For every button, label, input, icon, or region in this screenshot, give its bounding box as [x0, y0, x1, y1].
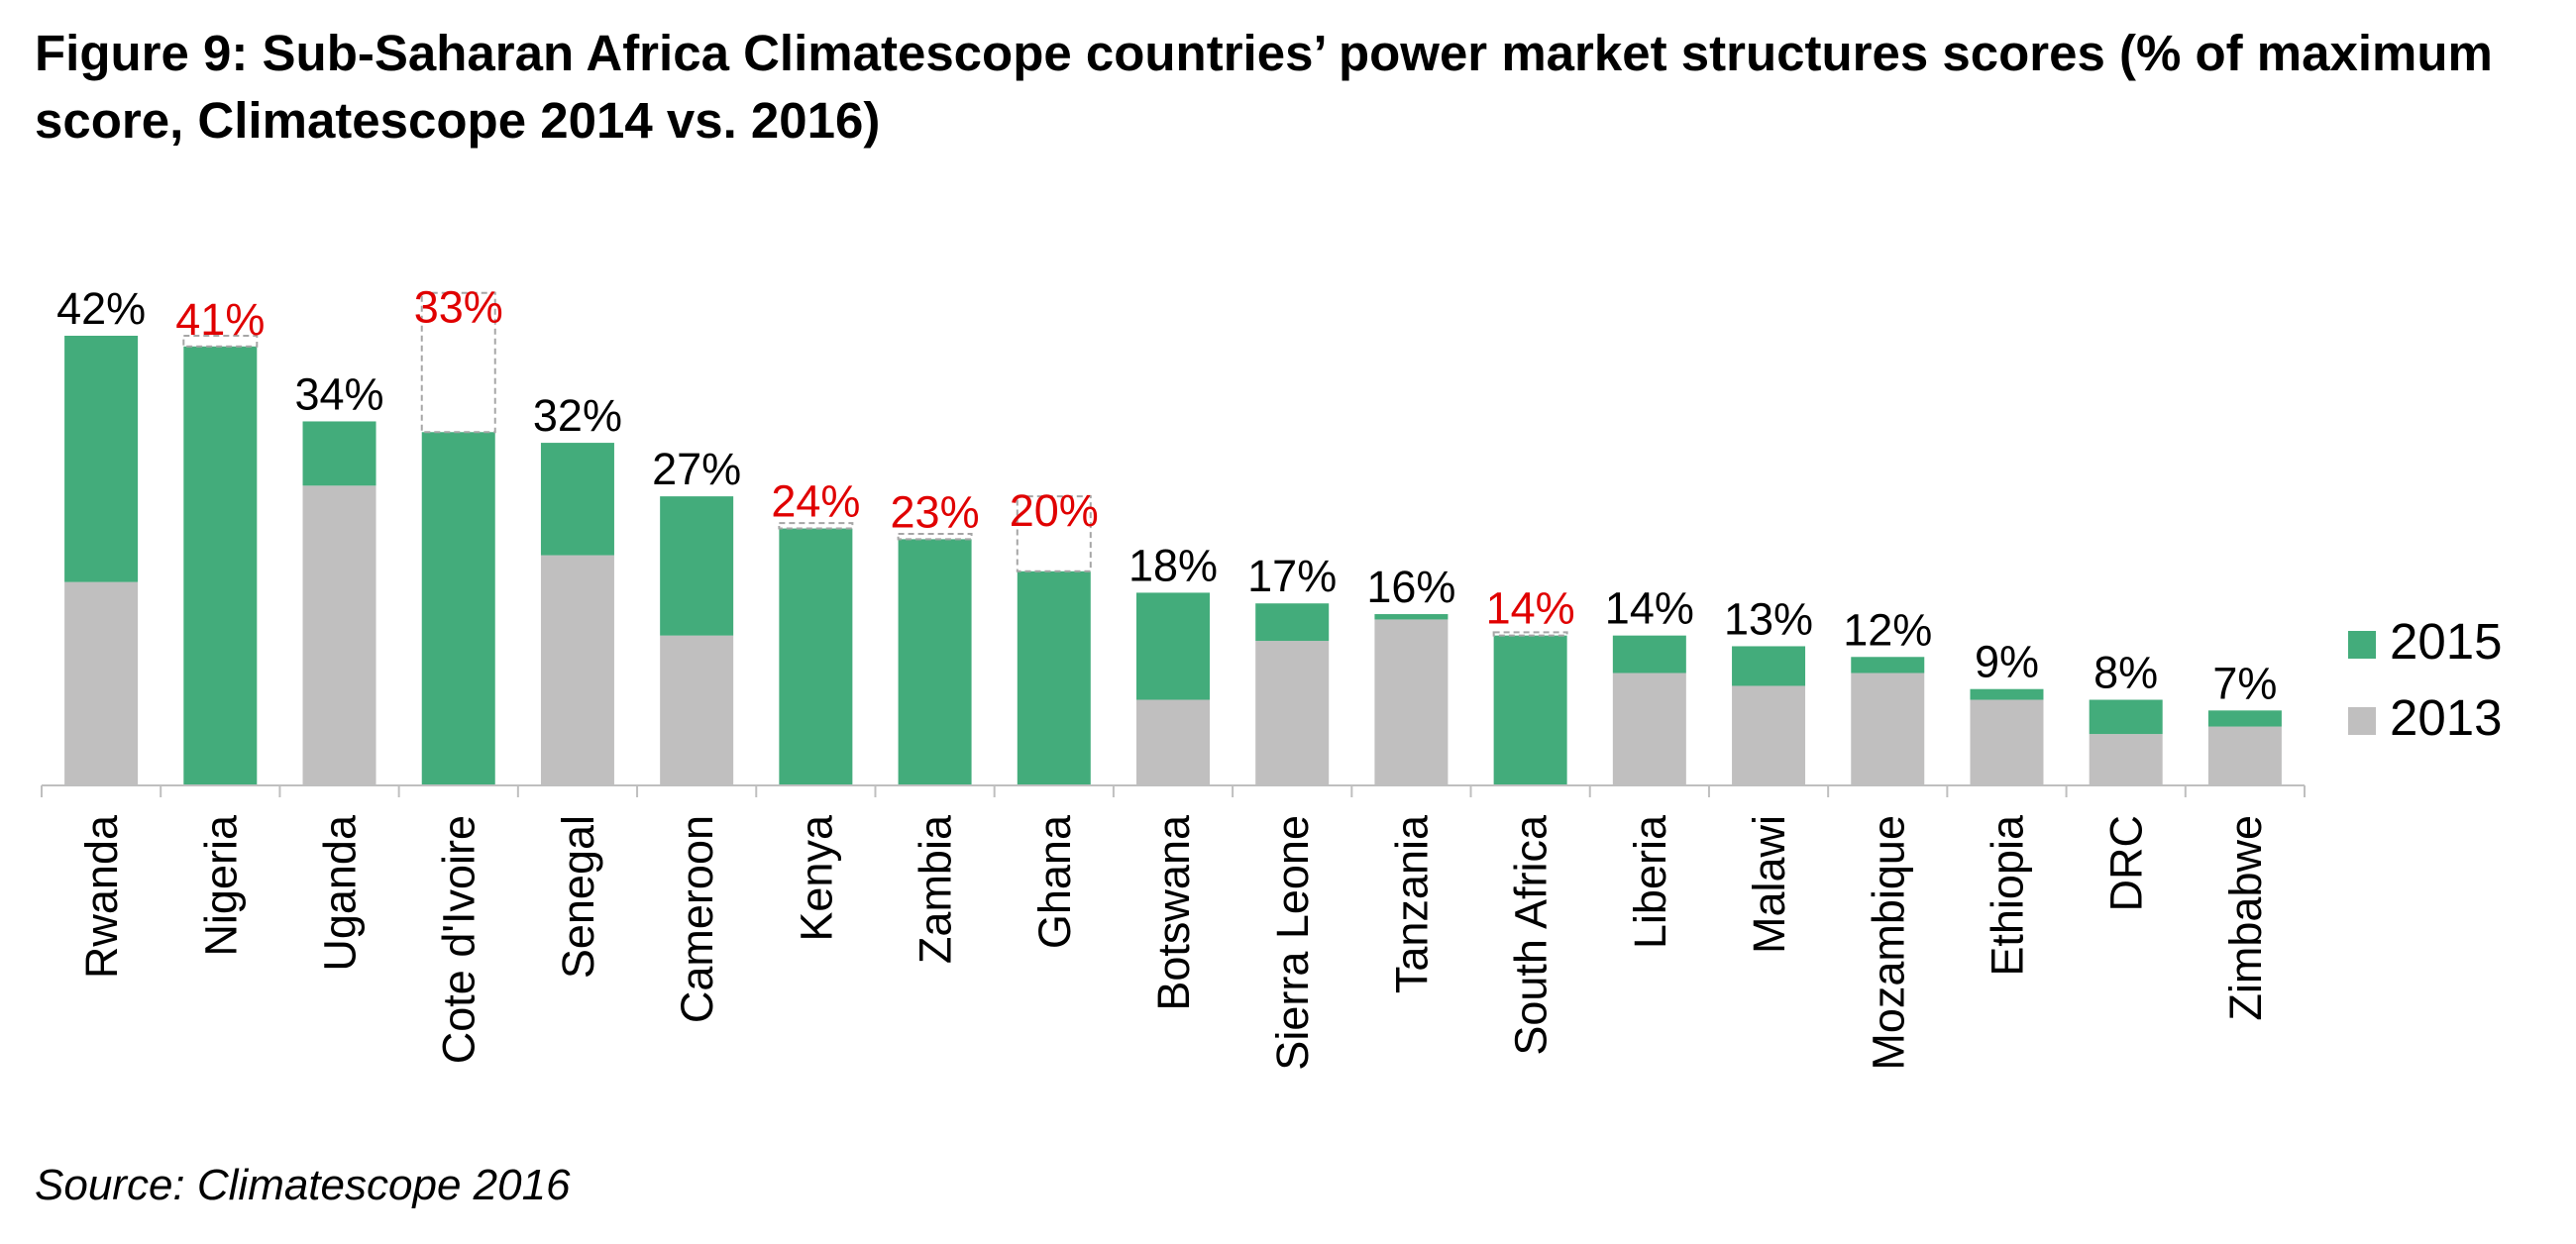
source-note: Source: Climatescope 2016	[35, 1161, 571, 1209]
previous-score-outline	[420, 291, 496, 434]
category-label: Sierra Leone	[1267, 815, 1318, 1071]
previous-score-outline	[1492, 631, 1568, 637]
bar-2015	[183, 346, 258, 785]
bar-2013	[1255, 641, 1330, 785]
bar-2015	[898, 539, 972, 785]
bar-2015	[302, 421, 376, 486]
data-label: 23%	[891, 486, 980, 537]
category-label: Mozambique	[1863, 815, 1913, 1071]
data-label: 12%	[1843, 604, 1932, 655]
data-label: 20%	[1010, 485, 1099, 536]
bar-2015	[1374, 614, 1449, 620]
category-label: Botswana	[1148, 814, 1199, 1011]
bar-2013	[1374, 619, 1449, 785]
data-label: 13%	[1724, 593, 1813, 644]
category-label: South Africa	[1506, 814, 1556, 1056]
data-label: 32%	[533, 390, 622, 441]
bar-2015	[1017, 570, 1091, 785]
previous-score-outline	[182, 334, 259, 348]
chart-title: Figure 9: Sub-Saharan Africa Climatescop…	[35, 25, 2493, 149]
bar-2015	[1493, 635, 1567, 785]
legend-swatch-2013	[2348, 707, 2376, 735]
data-label: 33%	[414, 282, 503, 333]
data-label: 24%	[771, 476, 860, 527]
bar-2013	[540, 555, 614, 785]
data-label: 7%	[2212, 658, 2277, 708]
bar-2015	[421, 432, 495, 785]
data-label: 42%	[56, 283, 146, 334]
category-label: Uganda	[315, 814, 366, 972]
data-label: 27%	[652, 444, 741, 494]
bar-2015	[1255, 603, 1330, 642]
bar-2013	[660, 635, 734, 785]
data-label: 14%	[1486, 583, 1575, 634]
bar-2015	[2207, 710, 2282, 727]
category-label: Zambia	[911, 814, 961, 964]
bar-2015	[1732, 646, 1806, 686]
bar-2013	[1732, 685, 1806, 785]
bar-2015	[64, 335, 139, 582]
data-label: 14%	[1605, 583, 1694, 634]
category-label: Liberia	[1625, 814, 1675, 949]
bar-2013	[64, 581, 139, 785]
data-label: 8%	[2093, 648, 2158, 698]
bar-2015	[1136, 592, 1210, 700]
bar-2013	[2207, 726, 2282, 785]
category-label: Nigeria	[195, 814, 246, 957]
category-label: Ghana	[1029, 814, 1080, 949]
bar-2013	[302, 485, 376, 785]
bar-2013	[1612, 673, 1686, 785]
category-label: Zimbabwe	[2220, 815, 2271, 1021]
bar-2015	[779, 528, 853, 785]
category-label: Ethiopia	[1982, 814, 2032, 977]
bar-2013	[2089, 734, 2163, 785]
data-label: 41%	[175, 294, 265, 345]
bar-2013	[1136, 699, 1210, 785]
bar-2015	[1612, 635, 1686, 674]
category-label: Senegal	[553, 815, 603, 979]
bar-2015	[1970, 688, 2044, 700]
bar-2015	[540, 443, 614, 556]
data-label: 9%	[1975, 637, 2039, 687]
bar-2013	[1851, 673, 1925, 785]
category-label: DRC	[2101, 815, 2152, 912]
category-label: Kenya	[791, 814, 841, 942]
category-label: Cote d'Ivoire	[434, 815, 484, 1064]
legend-label-2015: 2015	[2390, 613, 2502, 670]
bar-2015	[660, 496, 734, 636]
category-label: Malawi	[1744, 815, 1794, 954]
previous-score-outline	[1016, 495, 1092, 572]
data-label: 17%	[1247, 551, 1337, 601]
bar-2013	[1970, 699, 2044, 785]
data-label: 34%	[294, 368, 383, 419]
data-label: 16%	[1366, 562, 1455, 612]
bar-2015	[2089, 699, 2163, 735]
bar-2015	[1851, 657, 1925, 674]
category-label: Cameroon	[672, 815, 722, 1023]
data-label: 18%	[1128, 540, 1218, 590]
legend-swatch-2015	[2348, 631, 2376, 659]
category-label: Tanzania	[1386, 814, 1437, 993]
category-label: Rwanda	[76, 814, 127, 979]
legend-label-2013: 2013	[2390, 689, 2502, 746]
